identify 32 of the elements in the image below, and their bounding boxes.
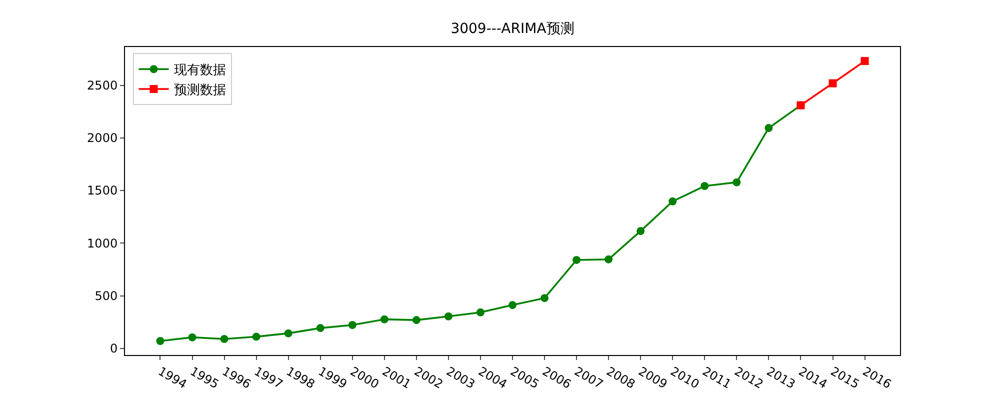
point [860,57,869,65]
point [316,324,324,332]
point [540,294,549,302]
y-tick-label: 1500 [87,184,118,198]
legend-label: 现有数据 [174,63,226,78]
y-tick-label: 1000 [87,236,118,250]
point [668,197,677,206]
x-tick-label: 1997 [252,364,286,392]
point [284,329,292,338]
point [828,79,837,88]
point [348,321,356,330]
legend-label: 预测数据 [174,83,226,98]
point [508,301,516,310]
point [380,315,388,324]
point [700,182,709,190]
y-tick-label: 500 [94,288,118,303]
chart-title: 3009---ARIMA预测 [450,20,574,37]
point [476,308,484,316]
point [636,227,645,236]
point [220,335,228,344]
point [156,337,164,345]
point [252,332,260,341]
point [412,316,420,324]
point [572,256,581,264]
point [604,255,613,264]
y-tick-label: 0 [110,342,118,356]
y-tick-label: 2000 [87,131,118,146]
point [444,312,452,320]
point [188,333,196,342]
point [764,124,773,132]
y-tick-label: 2500 [87,78,118,92]
point [732,178,741,186]
